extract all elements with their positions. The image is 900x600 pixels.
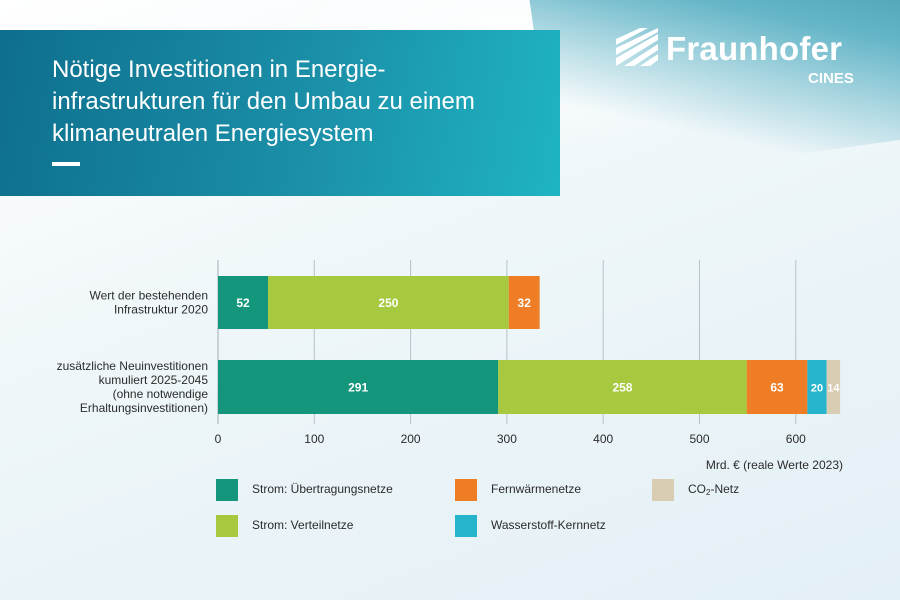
logo-sub: CINES [808, 70, 854, 87]
y-category-label: Wert der bestehenden Infrastruktur 2020 [89, 289, 208, 317]
legend-item-verteilnetze: Strom: Verteilnetze [216, 515, 426, 541]
legend-item-co2-netz: CO2-Netz [652, 479, 792, 505]
legend-swatch [455, 515, 477, 537]
bar-value-label: 63 [770, 381, 784, 395]
legend-item-fernwaermenetze: Fernwärmenetze [455, 479, 635, 505]
legend-label: CO2-Netz [688, 482, 739, 497]
x-tick-label: 300 [497, 432, 517, 446]
bar-segment [268, 276, 509, 329]
legend-label-co: CO [688, 482, 706, 496]
bar-segment [746, 360, 808, 414]
legend-label: Strom: Übertragungsnetze [252, 482, 393, 496]
y-category-label: zusätzliche Neuinvestitionen kumuliert 20… [57, 359, 209, 415]
bar-segment [218, 360, 499, 414]
logo-name: Fraunhofer [666, 30, 843, 67]
bar-value-label: 258 [612, 381, 632, 395]
bar-value-label: 14 [827, 383, 840, 395]
legend-label-subscript: 2 [706, 488, 711, 497]
bar-layer [218, 276, 841, 414]
legend-swatch [652, 479, 674, 501]
legend-label: Wasserstoff-Kernnetz [491, 518, 606, 532]
label-layer: 0 100 200 300 400 500 600 Wert der bestehenden I… [57, 289, 841, 447]
bar-segment [807, 360, 827, 414]
bar-value-label: 291 [348, 381, 368, 395]
fraunhofer-logo-icon [616, 28, 658, 66]
legend-item-wasserstoff-kernnetz: Wasserstoff-Kernnetz [455, 515, 635, 541]
fraunhofer-logo: Fraunhofer CINES [616, 26, 866, 96]
bar-value-label: 52 [236, 296, 250, 310]
x-tick-label: 200 [401, 432, 421, 446]
x-tick-label: 600 [786, 432, 806, 446]
title-panel: Nötige Investitionen in Energie- infrast… [0, 30, 560, 196]
x-tick-label: 400 [593, 432, 613, 446]
bar-value-label: 250 [378, 296, 398, 310]
legend-swatch [216, 515, 238, 537]
bar-segment [498, 360, 747, 414]
bar-segment [218, 276, 269, 329]
bar-value-label: 20 [811, 383, 823, 395]
page-title: Nötige Investitionen in Energie- infrast… [52, 56, 475, 147]
title-underline [52, 162, 80, 166]
legend-swatch [455, 479, 477, 501]
x-axis-label: Mrd. € (reale Werte 2023) [706, 458, 843, 472]
x-tick-label: 500 [689, 432, 709, 446]
x-tick-label: 0 [215, 432, 222, 446]
bar-value-label: 32 [518, 296, 532, 310]
bar-segment [508, 276, 540, 329]
legend-label-netz: -Netz [710, 482, 740, 496]
legend-swatch [216, 479, 238, 501]
x-tick-label: 100 [304, 432, 324, 446]
bar-segment [826, 360, 841, 414]
legend-label: Fernwärmenetze [491, 482, 582, 496]
legend-label: Strom: Verteilnetze [252, 518, 354, 532]
legend-item-uebertragungsnetze: Strom: Übertragungsnetze [216, 479, 426, 505]
